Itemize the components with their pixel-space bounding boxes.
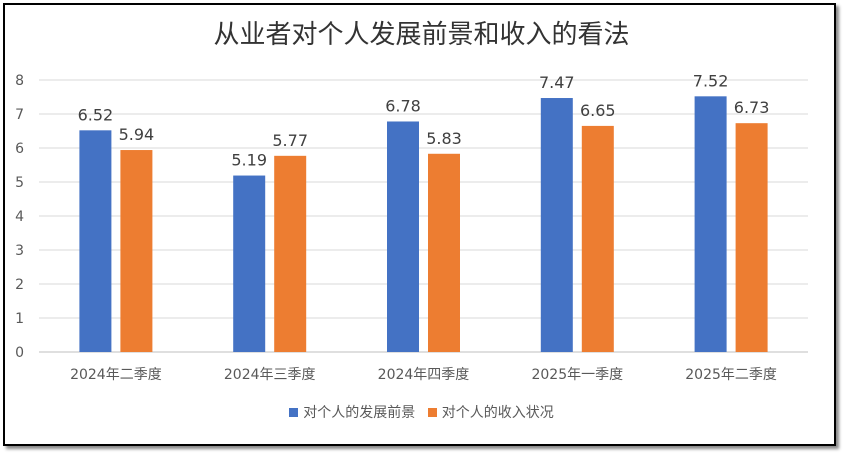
legend-item-series-1: 对个人的发展前景	[289, 402, 415, 422]
data-label: 6.65	[580, 101, 616, 120]
y-tick-label: 1	[15, 311, 24, 327]
bar	[694, 96, 727, 352]
chart-title: 从业者对个人发展前景和收入的看法	[213, 20, 630, 50]
legend-label: 对个人的收入状况	[441, 405, 554, 421]
data-label: 5.19	[231, 151, 267, 170]
legend-label: 对个人的发展前景	[303, 405, 416, 421]
data-label: 6.73	[734, 98, 770, 117]
data-label: 6.52	[78, 105, 114, 124]
bar	[735, 123, 768, 353]
bar	[581, 125, 614, 353]
bar	[428, 153, 460, 352]
legend-item-series-2: 对个人的收入状况	[427, 402, 554, 422]
bar	[233, 175, 266, 352]
data-label: 7.52	[693, 71, 729, 90]
data-label: 5.83	[426, 129, 462, 148]
x-tick-label: 2024年二季度	[70, 367, 162, 383]
y-tick-label: 6	[15, 141, 24, 157]
legend-swatch	[427, 408, 437, 417]
legend: 对个人的发展前景 对个人的收入状况	[0, 402, 843, 422]
bar	[79, 130, 112, 352]
legend-swatch	[289, 408, 299, 417]
data-label: 7.47	[539, 73, 575, 92]
y-tick-label: 4	[15, 209, 24, 225]
x-tick-label: 2024年三季度	[224, 367, 316, 383]
data-label: 5.94	[119, 125, 155, 144]
y-tick-label: 3	[15, 243, 24, 259]
y-tick-label: 2	[15, 277, 24, 293]
y-tick-label: 7	[15, 107, 24, 123]
y-tick-label: 5	[15, 175, 24, 191]
data-label: 5.77	[272, 131, 308, 150]
x-tick-label: 2024年四季度	[378, 367, 470, 383]
x-tick-label: 2025年二季度	[685, 367, 777, 383]
bar	[120, 150, 153, 352]
y-tick-label: 8	[15, 73, 24, 89]
data-label: 6.78	[385, 96, 421, 115]
y-tick-label: 0	[15, 345, 24, 361]
bar	[540, 98, 573, 353]
bar	[274, 155, 307, 352]
x-tick-label: 2025年一季度	[531, 367, 623, 383]
bar	[387, 121, 419, 352]
